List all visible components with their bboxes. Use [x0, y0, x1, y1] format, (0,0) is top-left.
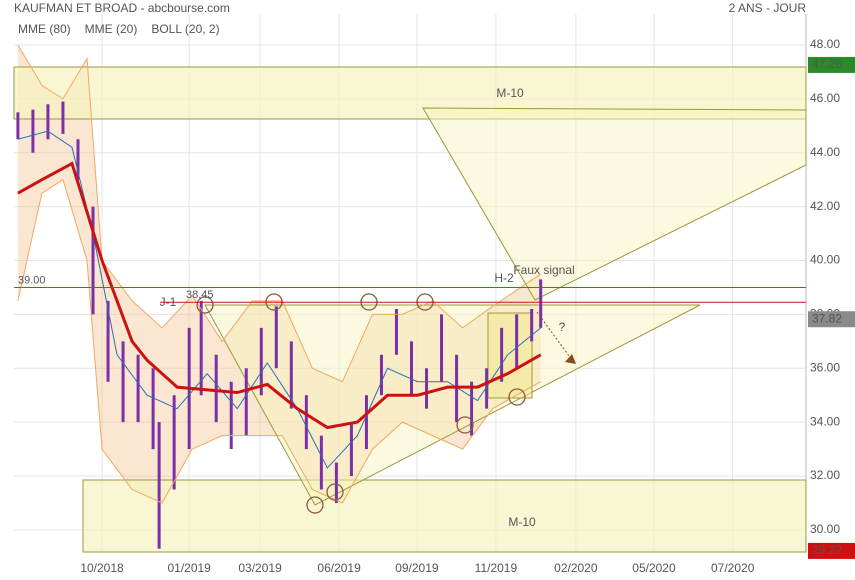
x-tick-label: 05/2020 [632, 561, 676, 575]
legend-label: MME (80) [18, 22, 71, 36]
price-tag-label: 47.26 [812, 57, 842, 71]
x-tick-label: 06/2019 [317, 561, 361, 575]
y-tick-label: 30.00 [810, 522, 840, 536]
chart-title: KAUFMAN ET BROAD - abcbourse.com [14, 1, 230, 15]
x-tick-label: 09/2019 [395, 561, 439, 575]
x-tick-label: 07/2020 [711, 561, 755, 575]
y-tick-label: 44.00 [810, 145, 840, 159]
mme-line [17, 161, 542, 430]
price-tag [808, 311, 855, 328]
circle [306, 496, 324, 514]
x-tick-label: 03/2019 [238, 561, 282, 575]
circle [326, 483, 344, 501]
chart-subtitle: 2 ANS - JOUR [729, 1, 807, 15]
zone-box [82, 479, 807, 553]
circle [196, 296, 214, 314]
zone-box [487, 312, 533, 399]
circle [456, 416, 474, 434]
price-tag-label: 29.22 [812, 543, 842, 557]
y-tick-label: 32.00 [810, 468, 840, 482]
legend-label: BOLL (20, 2) [151, 22, 219, 36]
annotation: M-10 [496, 86, 524, 100]
circle [508, 388, 526, 406]
y-tick-label: 42.00 [810, 199, 840, 213]
y-tick-label: 34.00 [810, 414, 840, 428]
x-tick-label: 10/2018 [80, 561, 124, 575]
x-tick-label: 01/2019 [167, 561, 211, 575]
triangle [422, 107, 807, 301]
annotation: ? [559, 320, 566, 334]
price-tag-label: 37.82 [812, 311, 842, 325]
y-tick-label: 40.00 [810, 253, 840, 267]
arrow [536, 311, 573, 361]
annotation: Faux signal [513, 263, 574, 277]
annotation: M-10 [508, 515, 536, 529]
price-tag [808, 542, 855, 559]
boll-lower [17, 178, 541, 504]
legend-label: MME (20) [85, 22, 138, 36]
price-tag [808, 56, 855, 73]
x-tick-label: 02/2020 [554, 561, 598, 575]
arrow-head [565, 354, 576, 364]
annotation: H-2 [494, 271, 514, 285]
level-label: 38.45 [186, 289, 214, 301]
y-tick-label: 46.00 [810, 91, 840, 105]
level-label: 39.00 [18, 274, 46, 286]
y-tick-label: 36.00 [810, 360, 840, 374]
x-tick-label: 11/2019 [475, 561, 518, 575]
y-tick-label: 48.00 [810, 37, 840, 51]
indicator-lines [17, 44, 542, 504]
triangle [204, 304, 701, 506]
